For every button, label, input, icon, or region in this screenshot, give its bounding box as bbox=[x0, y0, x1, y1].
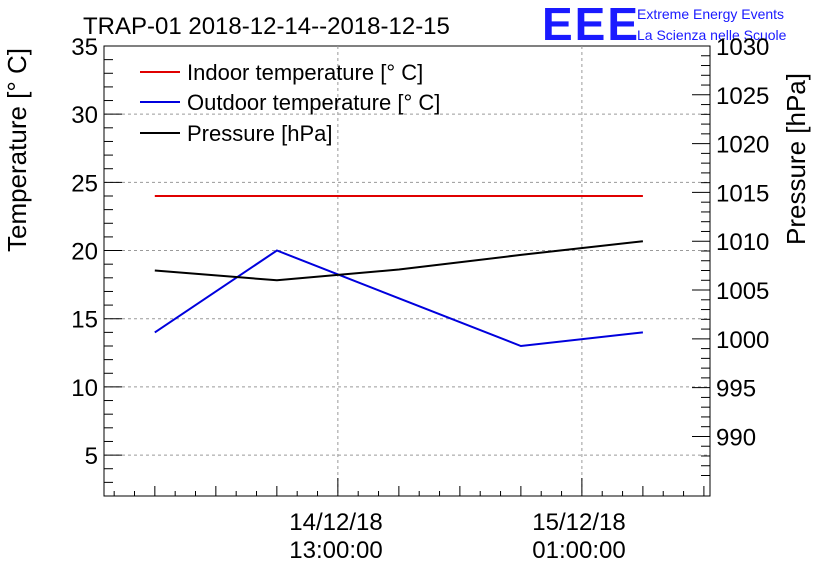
y-left-tick-label: 20 bbox=[71, 239, 98, 266]
tick-layer: 5101520253035990995100010051010101510201… bbox=[71, 34, 769, 497]
y-right-tick-label: 1005 bbox=[716, 278, 769, 305]
y-right-tick-label: 1020 bbox=[716, 132, 769, 159]
series-layer bbox=[154, 195, 644, 348]
y-right-tick-label: 1010 bbox=[716, 229, 769, 256]
y-left-tick-label: 25 bbox=[71, 170, 98, 197]
x-tick-label-2-time: 01:00:00 bbox=[532, 537, 625, 564]
y-axis-right-title: Pressure [hPa] bbox=[781, 73, 811, 245]
series-line-pressure bbox=[154, 240, 644, 282]
y-right-tick-label: 995 bbox=[716, 376, 756, 403]
y-right-tick-label: 1000 bbox=[716, 327, 769, 354]
grid-layer bbox=[104, 46, 710, 496]
y-left-tick-label: 5 bbox=[85, 443, 98, 470]
y-right-tick-label: 1025 bbox=[716, 83, 769, 110]
y-axis-left-title: Temperature [° C] bbox=[2, 48, 32, 252]
y-right-tick-label: 1015 bbox=[716, 180, 769, 207]
legend-label-indoor: Indoor temperature [° C] bbox=[187, 60, 423, 85]
y-left-tick-label: 15 bbox=[71, 307, 98, 334]
x-tick-label-1-date: 14/12/18 bbox=[289, 509, 382, 536]
series-line-outdoor bbox=[154, 249, 644, 348]
logo-line-1: Extreme Energy Events bbox=[637, 6, 784, 22]
legend-label-pressure: Pressure [hPa] bbox=[187, 121, 333, 146]
x-tick-label-2-date: 15/12/18 bbox=[532, 509, 625, 536]
x-tick-label-1-time: 13:00:00 bbox=[289, 537, 382, 564]
eee-logo: EEE Extreme Energy Events La Scienza nel… bbox=[542, 0, 787, 50]
legend: Indoor temperature [° C] Outdoor tempera… bbox=[140, 60, 440, 146]
legend-label-outdoor: Outdoor temperature [° C] bbox=[187, 90, 440, 115]
y-right-tick-label: 1030 bbox=[716, 34, 769, 61]
chart-title: TRAP-01 2018-12-14--2018-12-15 bbox=[83, 13, 450, 40]
y-left-tick-label: 30 bbox=[71, 102, 98, 129]
y-right-tick-label: 990 bbox=[716, 424, 756, 451]
y-left-tick-label: 10 bbox=[71, 375, 98, 402]
logo-mark: EEE bbox=[542, 0, 640, 50]
y-left-tick-label: 35 bbox=[71, 34, 98, 61]
logo-line-2: La Scienza nelle Scuole bbox=[637, 27, 787, 43]
